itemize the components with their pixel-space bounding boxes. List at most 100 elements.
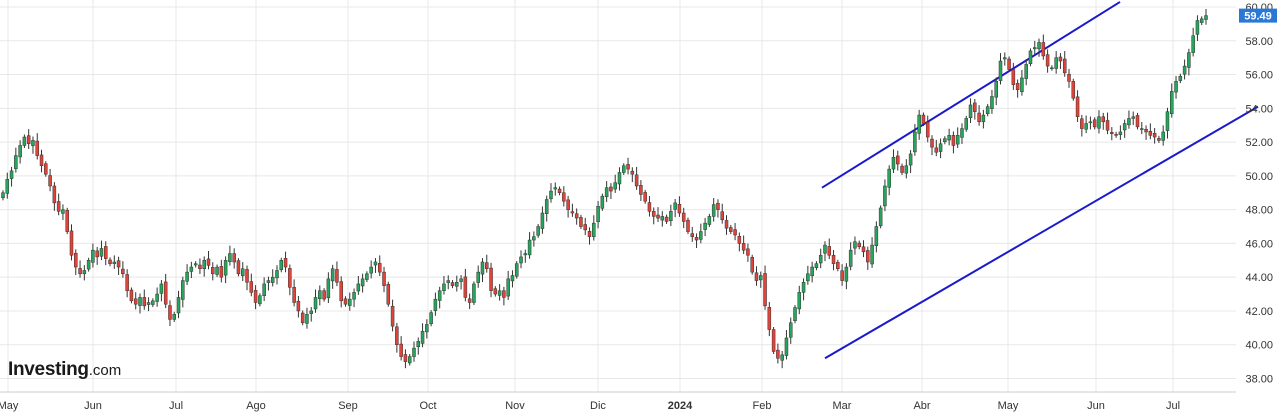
candle <box>592 215 596 241</box>
candle <box>142 289 147 310</box>
candle <box>1195 15 1200 41</box>
y-tick-label: 46.00 <box>1245 238 1273 250</box>
candle <box>1045 49 1050 73</box>
candle-body <box>416 341 421 348</box>
candle <box>754 266 759 286</box>
candle-body <box>613 182 617 190</box>
candle-body <box>527 239 532 256</box>
candle <box>348 292 352 311</box>
candle <box>335 261 339 287</box>
x-tick-label: 2024 <box>668 400 693 412</box>
candle-body <box>313 297 318 310</box>
candle-body <box>776 349 780 359</box>
candle-body <box>52 185 57 204</box>
candle-body <box>630 170 635 175</box>
candle <box>163 273 168 309</box>
candle <box>622 163 626 176</box>
candle-body <box>853 241 857 249</box>
candle <box>1114 131 1118 138</box>
candle-body <box>1097 116 1101 129</box>
candle-body <box>193 263 198 266</box>
candle-body <box>326 278 331 299</box>
candle-body <box>793 307 797 321</box>
candle <box>836 259 840 272</box>
candle <box>827 238 832 260</box>
candle-body <box>502 290 506 298</box>
candle <box>793 305 797 324</box>
candle-body <box>1105 120 1110 131</box>
candle-body <box>318 290 322 300</box>
candle-body <box>660 216 665 221</box>
candle-body <box>1174 81 1178 93</box>
candle <box>626 157 630 175</box>
candle-body <box>720 211 724 221</box>
candle-body <box>1015 83 1020 90</box>
candle-body <box>35 140 39 156</box>
candle-body <box>292 287 296 303</box>
candle <box>1033 40 1037 55</box>
candle-body <box>1011 69 1016 85</box>
candle <box>412 341 416 362</box>
candle-body <box>737 236 742 244</box>
candle <box>853 236 857 255</box>
candle-body <box>583 224 587 231</box>
candle <box>870 237 874 268</box>
candle <box>14 147 18 173</box>
candle <box>806 265 810 285</box>
candle <box>532 231 536 247</box>
candle <box>236 258 241 277</box>
candle-body <box>553 187 558 190</box>
candle <box>943 136 947 145</box>
x-tick-label: Jun <box>84 400 102 412</box>
candle-body <box>985 106 990 114</box>
candle <box>844 263 849 290</box>
last-price-text: 59.49 <box>1244 11 1272 23</box>
candle <box>390 299 395 332</box>
candle <box>91 243 95 268</box>
candle-body <box>206 258 211 266</box>
candle <box>450 280 455 289</box>
candle <box>108 257 112 267</box>
candle-body <box>65 210 69 232</box>
candle-body <box>279 260 284 271</box>
candle <box>1028 48 1033 67</box>
candle-body <box>296 300 301 312</box>
candle-body <box>163 281 168 305</box>
candle-body <box>288 268 292 288</box>
y-tick-label: 42.00 <box>1245 306 1273 318</box>
candle-body <box>891 157 896 170</box>
candle-body <box>1071 81 1076 99</box>
candle <box>925 115 930 143</box>
candle-body <box>622 165 626 173</box>
candle-body <box>112 261 117 264</box>
candle <box>112 255 117 269</box>
investing-logo: Investing.com <box>8 359 121 381</box>
y-tick-label: 40.00 <box>1245 340 1273 352</box>
candle <box>1075 90 1080 122</box>
candle-body <box>1140 128 1144 130</box>
candle-body <box>1054 57 1058 69</box>
candle-body <box>480 261 485 275</box>
candle-body <box>973 102 977 112</box>
candle-body <box>1135 115 1140 128</box>
candle <box>1122 119 1127 138</box>
candle <box>292 279 296 307</box>
candle-body <box>14 155 18 170</box>
candle-body <box>763 273 767 307</box>
candle <box>831 249 836 271</box>
candle-body <box>579 217 583 227</box>
candle <box>223 256 228 284</box>
candle-body <box>510 275 515 282</box>
candle <box>300 310 305 326</box>
candle <box>643 189 647 204</box>
candle <box>544 195 549 222</box>
candle <box>146 297 151 312</box>
candle-body <box>356 283 361 292</box>
candle-body <box>125 274 129 291</box>
candle-body <box>467 298 472 303</box>
candle <box>947 128 951 146</box>
candle-body <box>943 138 947 143</box>
candle <box>818 248 823 269</box>
candle <box>587 227 592 245</box>
